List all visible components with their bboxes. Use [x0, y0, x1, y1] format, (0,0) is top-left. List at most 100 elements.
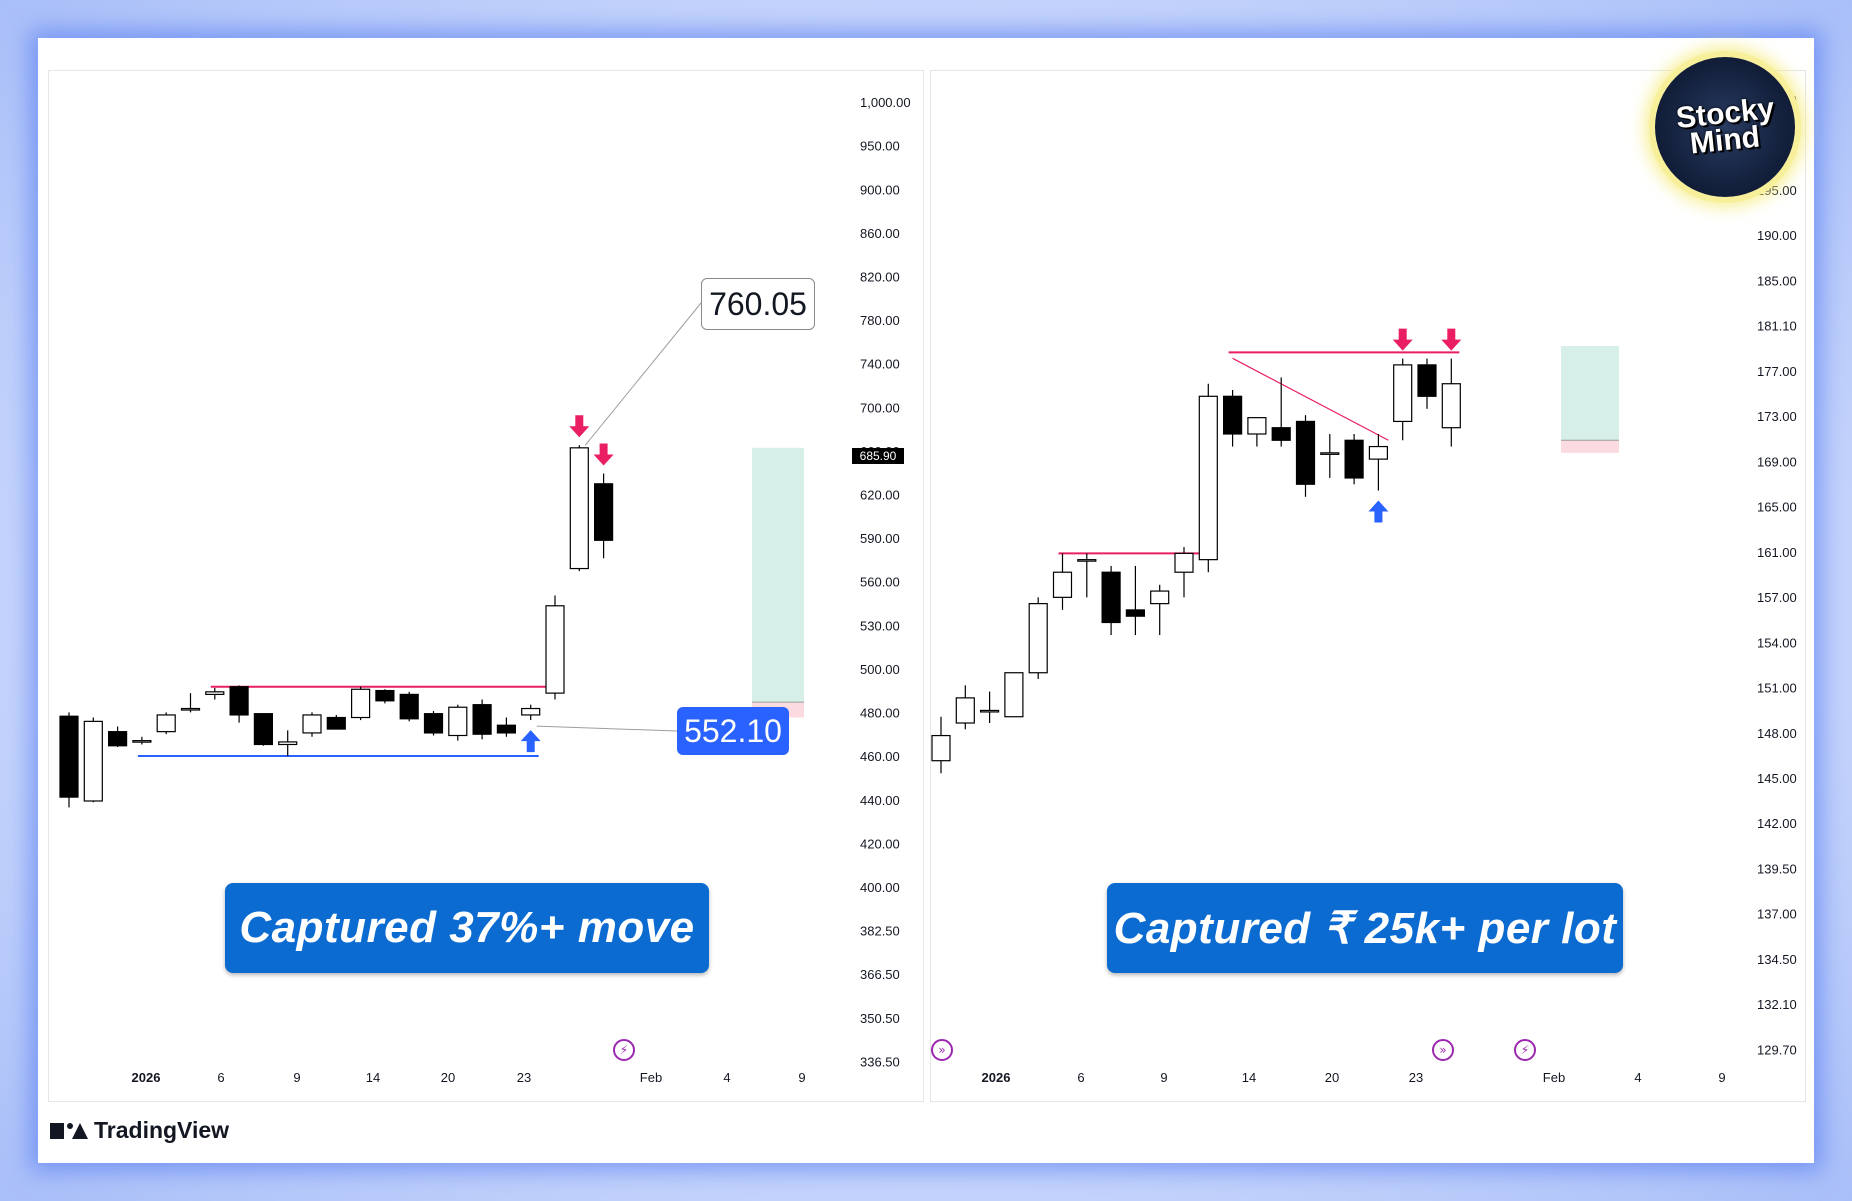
x-tick-label: 9 — [798, 1070, 805, 1085]
candle-body — [1417, 364, 1437, 397]
y-tick-label: 129.70 — [1757, 1042, 1797, 1057]
candle-body — [448, 706, 468, 737]
candle-body — [1125, 609, 1145, 617]
tradingview-mark-icon — [50, 1121, 88, 1141]
target-zone — [1561, 346, 1619, 441]
up-arrow-marker — [520, 730, 541, 753]
trend-line — [1232, 357, 1389, 441]
y-tick-label: 500.00 — [860, 662, 900, 677]
y-tick-label: 480.00 — [860, 706, 900, 721]
x-tick-label: 4 — [1634, 1070, 1641, 1085]
candle-body — [955, 697, 975, 724]
x-tick-label: 2026 — [132, 1070, 161, 1085]
lightning-event-icon[interactable]: ⚡ — [613, 1039, 635, 1061]
y-tick-label: 820.00 — [860, 269, 900, 284]
y-tick-label: 1,000.00 — [860, 95, 911, 110]
y-tick-label: 151.00 — [1757, 681, 1797, 696]
candle-body — [180, 707, 201, 711]
candle-body — [83, 720, 103, 802]
y-tick-label: 137.00 — [1757, 907, 1797, 922]
candle-body — [569, 447, 589, 570]
right-caption: Captured ₹ 25k+ per lot — [1107, 883, 1623, 973]
high-price-callout: 760.05 — [701, 278, 815, 330]
left-candlestick-chart[interactable]: 1,060.001,000.00950.00900.00860.00820.00… — [49, 71, 923, 1101]
x-tick-label: 9 — [1718, 1070, 1725, 1085]
x-tick-label: 6 — [1077, 1070, 1084, 1085]
candle-body — [1198, 395, 1218, 561]
y-tick-label: 145.00 — [1757, 771, 1797, 786]
y-tick-label: 165.00 — [1757, 500, 1797, 515]
callout-leader-low — [536, 725, 678, 732]
y-tick-label: 336.50 — [860, 1054, 900, 1069]
candle-body — [278, 741, 298, 746]
down-arrow-marker — [593, 443, 614, 466]
x-tick-label: 4 — [723, 1070, 730, 1085]
y-tick-label: 350.50 — [860, 1011, 900, 1026]
dividend-event-icon-2[interactable]: » — [1432, 1039, 1454, 1061]
candle-body — [326, 716, 346, 730]
lightning-event-icon-2[interactable]: ⚡ — [1514, 1039, 1536, 1061]
y-tick-label: 460.00 — [860, 749, 900, 764]
y-tick-label: 860.00 — [860, 226, 900, 241]
y-tick-label: 700.00 — [860, 400, 900, 415]
x-tick-label: 14 — [1242, 1070, 1256, 1085]
y-tick-label: 181.10 — [1757, 319, 1797, 334]
low-price-callout: 552.10 — [677, 707, 789, 755]
y-tick-label: 190.00 — [1757, 228, 1797, 243]
x-tick-label: 14 — [366, 1070, 380, 1085]
candle-body — [931, 734, 951, 762]
candle-body — [351, 688, 371, 719]
x-tick-label: 2026 — [982, 1070, 1011, 1085]
candle-body — [979, 709, 1000, 713]
y-tick-label: 780.00 — [860, 313, 900, 328]
y-tick-label: 400.00 — [860, 880, 900, 895]
candle-body — [593, 483, 614, 541]
tradingview-logo: TradingView — [50, 1117, 229, 1144]
x-tick-label: 6 — [217, 1070, 224, 1085]
candle-body — [253, 713, 273, 746]
y-tick-label: 900.00 — [860, 182, 900, 197]
candle-body — [1441, 383, 1461, 429]
y-tick-label: 142.00 — [1757, 816, 1797, 831]
candle-body — [1271, 427, 1291, 441]
candle-body — [1344, 439, 1364, 479]
candle-body — [1004, 672, 1024, 718]
stockymind-line2: Mind — [1688, 120, 1762, 161]
x-tick-label: Feb — [1543, 1070, 1565, 1085]
y-tick-label: 139.50 — [1757, 861, 1797, 876]
y-tick-label: 195.00 — [1757, 183, 1797, 198]
candle-body — [375, 689, 395, 702]
y-tick-label: 620.00 — [860, 488, 900, 503]
y-tick-label: 530.00 — [860, 618, 900, 633]
x-tick-label: 20 — [441, 1070, 455, 1085]
candle-body — [59, 715, 79, 798]
candle-body — [1077, 559, 1097, 562]
last-price-tag: 685.90 — [852, 448, 904, 464]
right-chart-panel[interactable]: 204.00200.00195.00190.00185.00181.10177.… — [930, 70, 1806, 1102]
y-tick-label: 173.00 — [1757, 409, 1797, 424]
candle-body — [229, 686, 249, 716]
candle-body — [521, 707, 541, 716]
down-arrow-marker — [569, 415, 590, 438]
y-tick-label: 157.00 — [1757, 590, 1797, 605]
candle-body — [1247, 417, 1267, 435]
candle-body — [132, 740, 152, 743]
candle-body — [1223, 395, 1243, 435]
x-tick-label: 20 — [1325, 1070, 1339, 1085]
x-tick-label: 23 — [517, 1070, 531, 1085]
dividend-event-icon[interactable]: » — [931, 1039, 953, 1061]
left-chart-panel[interactable]: 1,060.001,000.00950.00900.00860.00820.00… — [48, 70, 924, 1102]
candle-body — [496, 724, 516, 734]
y-tick-label: 560.00 — [860, 575, 900, 590]
x-tick-label: 9 — [293, 1070, 300, 1085]
down-arrow-marker — [1392, 328, 1413, 351]
stockymind-logo: Stocky Mind — [1655, 57, 1795, 197]
candle-body — [423, 713, 444, 734]
y-tick-label: 161.00 — [1757, 545, 1797, 560]
y-tick-label: 366.50 — [860, 967, 900, 982]
candle-body — [1393, 364, 1413, 423]
y-tick-label: 382.50 — [860, 924, 900, 939]
up-arrow-marker — [1368, 500, 1389, 523]
candle-body — [1028, 603, 1048, 674]
tradingview-wordmark: TradingView — [94, 1117, 230, 1143]
